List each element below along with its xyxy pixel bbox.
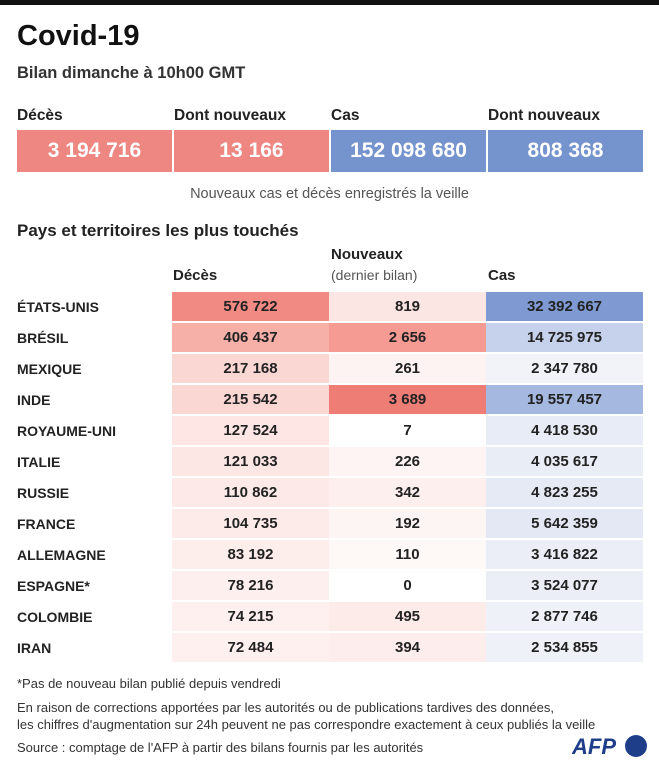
summary-new-deaths: Dont nouveaux 13 166 — [174, 106, 329, 172]
afp-logo: AFP — [572, 734, 647, 759]
column-header-new: Nouveaux — [331, 246, 403, 263]
summary-new-cases: Dont nouveaux 808 368 — [488, 106, 643, 172]
table-row: MEXIQUE 217 168 261 2 347 780 — [17, 354, 643, 385]
summary-deaths: Décès 3 194 716 — [17, 106, 172, 172]
country-name: ESPAGNE* — [17, 578, 90, 594]
footnote-corrections-line2: les chiffres d'augmentation sur 24h peuv… — [17, 717, 596, 732]
summary-label: Décès — [17, 107, 63, 124]
top-rule — [0, 0, 659, 5]
cases-cell: 19 557 457 — [486, 385, 643, 414]
country-name: ALLEMAGNE — [17, 547, 106, 563]
deaths-cell: 110 862 — [172, 478, 329, 507]
new-cell: 342 — [329, 478, 486, 507]
country-table: ÉTATS-UNIS 576 722 819 32 392 667 BRÉSIL… — [17, 292, 643, 664]
cases-cell: 4 823 255 — [486, 478, 643, 507]
cases-cell: 2 347 780 — [486, 354, 643, 383]
footnote-corrections-line1: En raison de corrections apportées par l… — [17, 700, 554, 715]
summary-value: 13 166 — [174, 130, 329, 172]
summary-label: Dont nouveaux — [488, 107, 600, 124]
cases-cell: 3 524 077 — [486, 571, 643, 600]
summary-cases: Cas 152 098 680 — [331, 106, 486, 172]
section-title: Pays et territoires les plus touchés — [17, 221, 299, 240]
page-subtitle: Bilan dimanche à 10h00 GMT — [17, 64, 246, 82]
cases-cell: 14 725 975 — [486, 323, 643, 352]
new-cell: 261 — [329, 354, 486, 383]
country-name: ÉTATS-UNIS — [17, 299, 99, 315]
new-cell: 819 — [329, 292, 486, 321]
new-cell: 226 — [329, 447, 486, 476]
deaths-cell: 215 542 — [172, 385, 329, 414]
summary-label: Dont nouveaux — [174, 107, 286, 124]
deaths-cell: 406 437 — [172, 323, 329, 352]
deaths-cell: 72 484 — [172, 633, 329, 662]
cases-cell: 4 418 530 — [486, 416, 643, 445]
table-row: ESPAGNE* 78 216 0 3 524 077 — [17, 571, 643, 602]
new-cell: 7 — [329, 416, 486, 445]
table-row: INDE 215 542 3 689 19 557 457 — [17, 385, 643, 416]
afp-logo-circle — [625, 735, 647, 757]
source-note: Source : comptage de l'AFP à partir des … — [17, 740, 424, 755]
summary-label: Cas — [331, 107, 360, 124]
table-row: IRAN 72 484 394 2 534 855 — [17, 633, 643, 664]
new-cell: 495 — [329, 602, 486, 631]
new-cell: 0 — [329, 571, 486, 600]
deaths-cell: 121 033 — [172, 447, 329, 476]
deaths-cell: 104 735 — [172, 509, 329, 538]
summary-note: Nouveaux cas et décès enregistrés la vei… — [190, 186, 469, 202]
cases-cell: 2 534 855 — [486, 633, 643, 662]
cases-cell: 5 642 359 — [486, 509, 643, 538]
table-row: RUSSIE 110 862 342 4 823 255 — [17, 478, 643, 509]
country-name: RUSSIE — [17, 485, 70, 501]
table-row: FRANCE 104 735 192 5 642 359 — [17, 509, 643, 540]
table-row: COLOMBIE 74 215 495 2 877 746 — [17, 602, 643, 633]
deaths-cell: 74 215 — [172, 602, 329, 631]
cases-cell: 32 392 667 — [486, 292, 643, 321]
summary-value: 808 368 — [488, 130, 643, 172]
summary-value: 152 098 680 — [331, 130, 486, 172]
cases-cell: 2 877 746 — [486, 602, 643, 631]
deaths-cell: 127 524 — [172, 416, 329, 445]
afp-logo-text: AFP — [572, 734, 616, 759]
new-cell: 3 689 — [329, 385, 486, 414]
summary-panel: Décès 3 194 716 Dont nouveaux 13 166 Cas… — [17, 106, 643, 172]
new-cell: 2 656 — [329, 323, 486, 352]
new-cell: 394 — [329, 633, 486, 662]
cases-cell: 3 416 822 — [486, 540, 643, 569]
table-row: ITALIE 121 033 226 4 035 617 — [17, 447, 643, 478]
table-row: BRÉSIL 406 437 2 656 14 725 975 — [17, 323, 643, 354]
summary-value: 3 194 716 — [17, 130, 172, 172]
page-title: Covid-19 — [17, 20, 140, 52]
column-header-new-sub: (dernier bilan) — [331, 267, 418, 283]
country-name: INDE — [17, 392, 51, 408]
new-cell: 192 — [329, 509, 486, 538]
table-row: ÉTATS-UNIS 576 722 819 32 392 667 — [17, 292, 643, 323]
country-name: ITALIE — [17, 454, 61, 470]
deaths-cell: 83 192 — [172, 540, 329, 569]
footnote-spain: *Pas de nouveau bilan publié depuis vend… — [17, 676, 281, 691]
column-header-cases: Cas — [488, 267, 516, 284]
new-cell: 110 — [329, 540, 486, 569]
column-header-deaths: Décès — [173, 267, 218, 284]
country-name: BRÉSIL — [17, 330, 69, 346]
table-row: ROYAUME-UNI 127 524 7 4 418 530 — [17, 416, 643, 447]
country-name: FRANCE — [17, 516, 76, 532]
deaths-cell: 78 216 — [172, 571, 329, 600]
deaths-cell: 217 168 — [172, 354, 329, 383]
country-name: IRAN — [17, 640, 52, 656]
country-name: ROYAUME-UNI — [17, 423, 117, 439]
cases-cell: 4 035 617 — [486, 447, 643, 476]
table-row: ALLEMAGNE 83 192 110 3 416 822 — [17, 540, 643, 571]
country-name: MEXIQUE — [17, 361, 82, 377]
deaths-cell: 576 722 — [172, 292, 329, 321]
country-name: COLOMBIE — [17, 609, 93, 625]
